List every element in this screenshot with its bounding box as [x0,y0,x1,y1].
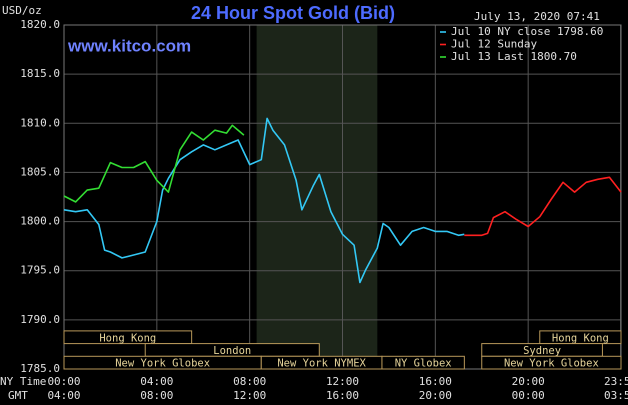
y-tick-label: 1805.0 [20,165,60,178]
x2-tick-label: 16:00 [326,389,359,402]
x2-axis-label: GMT [8,389,28,402]
highlight-band [256,25,378,369]
session-label: New York Globex [504,358,599,370]
x2-tick-label: 08:00 [140,389,173,402]
session-label: New York NYMEX [277,358,366,370]
x-tick-label: 04:00 [140,375,173,388]
session-box [381,355,465,370]
session-label: London [213,345,251,357]
legend-label: Jul 13 Last 1800.70 [451,50,577,63]
x2-tick-label: 00:00 [512,389,545,402]
session-box [481,355,622,370]
watermark: www.kitco.com [67,36,191,55]
x2-tick-label: 20:00 [419,389,452,402]
y-tick-label: 1795.0 [20,264,60,277]
x-tick-label: 12:00 [326,375,359,388]
y-tick-label: 1800.0 [20,215,60,228]
x2-tick-label: 04:00 [47,389,80,402]
session-label: Hong Kong [99,332,156,344]
price-line [63,124,245,203]
session-label: NY Globex [395,358,452,370]
x2-tick-label: 03:59 [604,389,628,402]
y-tick-label: 1785.0 [20,362,60,375]
x-tick-label: 08:00 [233,375,266,388]
x-axis-label: NY Time [0,375,46,388]
session-box [63,330,193,345]
x-tick-label: 20:00 [512,375,545,388]
x-tick-label: 16:00 [419,375,452,388]
timestamp: July 13, 2020 07:41 [474,10,600,23]
y-axis-label: USD/oz [2,4,42,17]
y-tick-label: 1820.0 [20,18,60,31]
price-line [63,117,465,284]
chart-title: 24 Hour Spot Gold (Bid) [191,3,395,23]
x-tick-label: 00:00 [47,375,80,388]
x-tick-label: 23:59 [604,375,628,388]
x2-tick-label: 12:00 [233,389,266,402]
y-tick-label: 1790.0 [20,313,60,326]
session-label: Hong Kong [552,332,609,344]
y-tick-label: 1810.0 [20,116,60,129]
price-line [464,176,622,237]
legend-label: Jul 12 Sunday [451,38,537,51]
session-label: New York Globex [115,358,210,370]
session-label: Sydney [523,345,561,357]
legend-label: Jul 10 NY close 1798.60 [451,25,603,38]
y-tick-label: 1815.0 [20,67,60,80]
